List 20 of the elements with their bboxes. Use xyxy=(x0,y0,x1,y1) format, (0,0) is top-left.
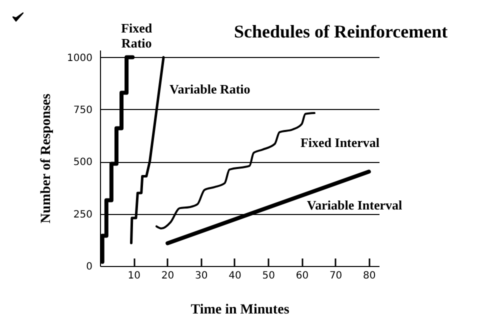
y-tick-label: 0 xyxy=(86,262,92,272)
series-label: Variable Ratio xyxy=(170,81,250,96)
y-axis-title: Number of Responses xyxy=(39,93,54,224)
x-tick-label: 60 xyxy=(296,270,309,282)
y-tick-label: 250 xyxy=(73,209,92,220)
x-tick-label: 10 xyxy=(128,270,140,282)
x-tick-label: 20 xyxy=(161,270,174,282)
x-axis-title: Time in Minutes xyxy=(190,302,290,318)
x-tick-label: 50 xyxy=(262,270,275,282)
x-tick-label: 40 xyxy=(228,270,242,282)
series-label: Fixed Interval xyxy=(300,135,380,150)
y-tick-label: 500 xyxy=(73,157,92,168)
x-tick-label: 80 xyxy=(363,270,376,282)
y-tick-label: 750 xyxy=(73,104,92,116)
x-tick-label: 30 xyxy=(194,270,208,282)
y-tick-label: 1000 xyxy=(67,52,92,64)
series-label: Fixed Ratio xyxy=(121,20,153,50)
series-label: Variable Interval xyxy=(306,198,403,213)
x-tick-label: 70 xyxy=(329,270,342,282)
chart-title: Schedules of Reinforcement xyxy=(234,21,448,42)
